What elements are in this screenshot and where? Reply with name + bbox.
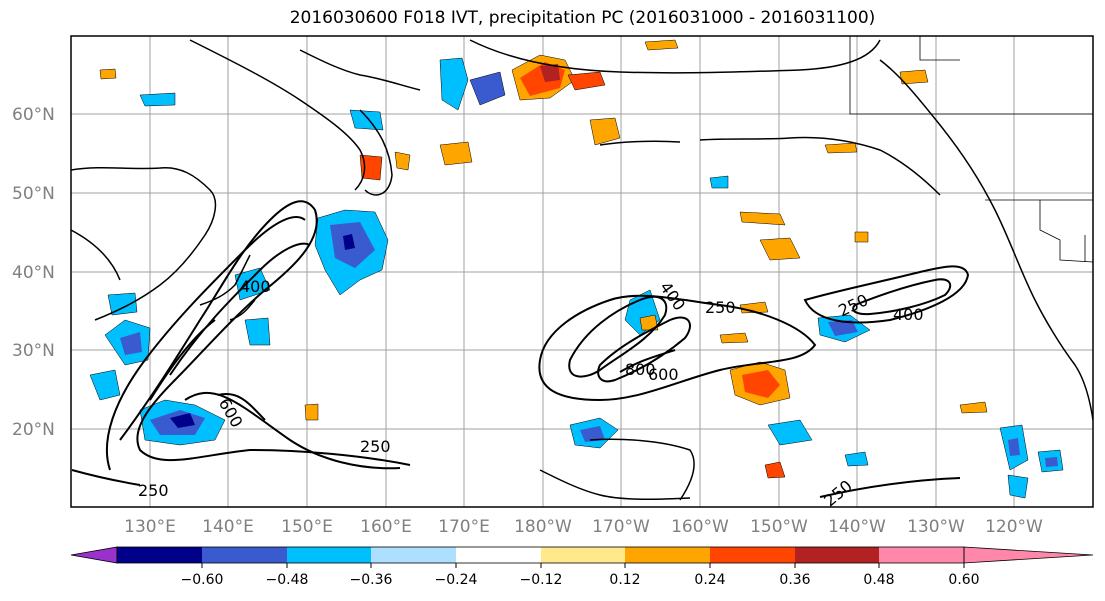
- colorbar-extend-min: [70, 546, 118, 564]
- colorbar-swatch: [202, 547, 287, 563]
- longitude-labels: 130°E 140°E 150°E 160°E 170°E 180°W 170°…: [124, 517, 1043, 537]
- lon-label: 130°E: [124, 517, 176, 537]
- country-borders: [849, 36, 1093, 263]
- colorbar-swatch: [456, 547, 541, 563]
- colorbar-swatch: [117, 547, 202, 563]
- map-border: [70, 35, 1094, 508]
- lon-label: 150°W: [750, 517, 808, 537]
- lat-label: 50°N: [12, 184, 55, 204]
- contour-label: 250: [138, 481, 169, 500]
- lat-label: 60°N: [12, 105, 55, 125]
- contour-labels: 400 600 250 250 800 600 400 250 250 400 …: [138, 277, 924, 507]
- colorbar-extend-max: [963, 546, 1094, 564]
- lon-label: 170°E: [438, 517, 490, 537]
- contour-label: 250: [360, 437, 391, 456]
- colorbar-swatch: [625, 547, 710, 563]
- lat-label: 40°N: [12, 263, 55, 283]
- colorbar-tick-label: −0.36: [350, 572, 393, 588]
- lon-label: 150°E: [281, 517, 333, 537]
- colorbar: −0.60 −0.48 −0.36 −0.24 −0.12 0.12 0.24 …: [70, 546, 1094, 588]
- contour-label: 400: [893, 305, 924, 324]
- colorbar-tick-label: 0.36: [779, 572, 810, 588]
- colorbar-tick-label: 0.12: [609, 572, 640, 588]
- lon-label: 160°E: [360, 517, 412, 537]
- latitude-labels: 60°N 50°N 40°N 30°N 20°N: [12, 105, 55, 440]
- contour-label: 800: [625, 360, 656, 379]
- colorbar-swatch: [541, 547, 625, 563]
- contour-label: 400: [240, 277, 271, 296]
- colorbar-tick-label: −0.24: [435, 572, 478, 588]
- lon-label: 140°W: [828, 517, 886, 537]
- lon-label: 120°W: [985, 517, 1043, 537]
- colorbar-tick-label: 0.48: [863, 572, 894, 588]
- map-content: 400 600 250 250 800 600 400 250 250 400 …: [71, 36, 1093, 507]
- lon-label: 130°W: [907, 517, 965, 537]
- colorbar-tick-label: −0.60: [181, 572, 224, 588]
- colorbar-tick-label: 0.24: [694, 572, 725, 588]
- colorbar-swatch: [371, 547, 456, 563]
- colorbar-tick-label: −0.48: [266, 572, 309, 588]
- contour-label: 600: [648, 365, 679, 384]
- lon-label: 140°E: [202, 517, 254, 537]
- map-title: 2016030600 F018 IVT, precipitation PC (2…: [289, 8, 876, 28]
- colorbar-tick-label: −0.12: [520, 572, 563, 588]
- contour-label: 250: [705, 298, 736, 317]
- colorbar-swatch: [287, 547, 371, 563]
- colorbar-swatch: [879, 547, 964, 563]
- lon-label: 160°W: [671, 517, 729, 537]
- lon-label: 180°W: [514, 517, 572, 537]
- colorbar-swatch: [710, 547, 795, 563]
- lat-label: 20°N: [12, 420, 55, 440]
- lat-label: 30°N: [12, 341, 55, 361]
- lon-label: 170°W: [592, 517, 650, 537]
- coastlines: [71, 39, 1093, 501]
- colorbar-tick-label: 0.60: [948, 572, 979, 588]
- colorbar-swatch: [795, 547, 879, 563]
- ivt-contours: [71, 200, 970, 498]
